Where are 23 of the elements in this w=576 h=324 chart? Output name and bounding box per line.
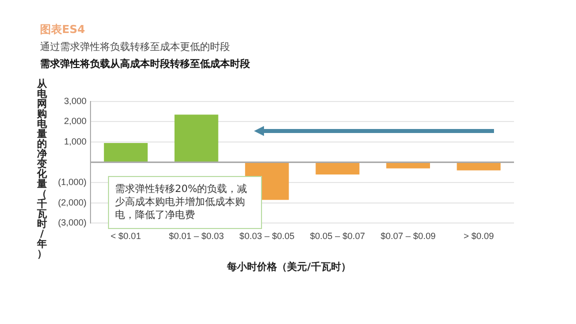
text: 需求弹性将负载从高成本时段转移至低成本时段 [40, 57, 250, 71]
x-axis-title: 每小时价格（美元/千瓦时） [226, 260, 352, 274]
y-tick-label: (1,000) [58, 177, 87, 188]
annotation: 需求弹性转移20%的负载，减少高成本购电并增加低成本购电，降低了净电费 [108, 176, 262, 229]
y-tick-label: (2,000) [58, 197, 87, 208]
bar [104, 143, 148, 162]
x-tick-label: $0.03 – $0.05 [239, 231, 294, 242]
chart-subtitle: 通过需求弹性将负载转移至成本更低的时段 [40, 40, 230, 54]
y-tick-label: (3,000) [58, 218, 87, 228]
x-tick-label: $0.07 – $0.09 [380, 231, 436, 242]
text: 从电网购电量的净变化量（千瓦时/年） [37, 79, 47, 260]
y-tick-label: 2,000 [64, 116, 87, 126]
bar [386, 163, 430, 168]
y-tick-label: 1,000 [64, 136, 87, 146]
y-tick-label: 3,000 [64, 96, 87, 106]
bar [174, 114, 218, 162]
x-tick-label: > $0.09 [464, 231, 494, 242]
x-tick-label: $0.05 – $0.07 [310, 231, 366, 242]
bar [456, 163, 501, 170]
bar [316, 163, 360, 174]
chart-title: 图表ES4 [40, 22, 86, 37]
x-tick-label: $0.01 – $0.03 [168, 231, 224, 242]
x-tick-label: < $0.01 [110, 231, 141, 242]
